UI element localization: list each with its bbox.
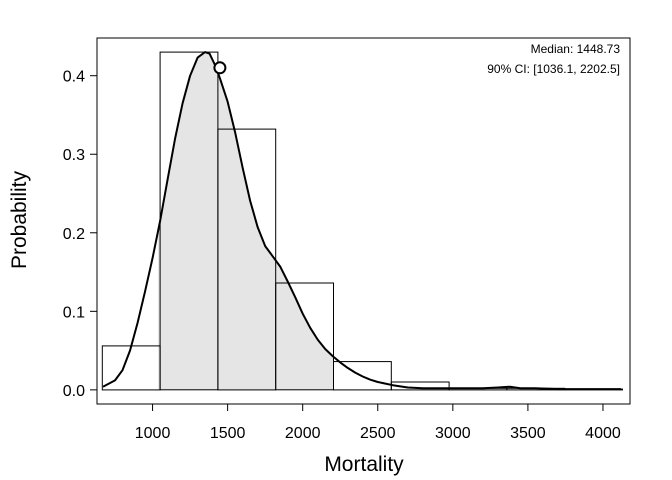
x-tick-label-3000: 3000 <box>435 425 471 442</box>
y-axis: 0.0 0.1 0.2 0.3 0.4 <box>63 69 97 400</box>
median-annotation: Median: 1448.73 <box>531 42 621 56</box>
y-tick-label-4: 0.4 <box>63 69 85 86</box>
x-tick-label-1000: 1000 <box>135 425 171 442</box>
x-axis-title: Mortality <box>324 453 404 476</box>
histogram-bar-4 <box>275 282 335 391</box>
plot-frame <box>96 37 631 405</box>
histogram-bar-5 <box>333 361 392 391</box>
y-tick-label-1: 0.1 <box>63 304 85 321</box>
ci-shaded-area <box>158 52 334 390</box>
density-curve-layer <box>102 51 621 391</box>
y-tick-label-3: 0.3 <box>63 147 85 164</box>
median-marker-layer <box>213 61 227 75</box>
median-point <box>213 61 227 75</box>
x-tick-label-4000: 4000 <box>585 425 621 442</box>
y-axis-title: Probability <box>8 170 31 269</box>
x-tick-label-1500: 1500 <box>210 425 246 442</box>
ci-shade-layer <box>158 52 334 390</box>
x-tick-label-3500: 3500 <box>510 425 546 442</box>
x-axis: 1000 1500 2000 2500 3000 3500 4000 <box>135 404 621 442</box>
x-tick-label-2500: 2500 <box>360 425 396 442</box>
y-tick-label-0: 0.0 <box>63 383 85 400</box>
density-curve <box>102 51 621 391</box>
y-tick-label-2: 0.2 <box>63 226 85 243</box>
ci-annotation: 90% CI: [1036.1, 2202.5] <box>487 62 620 76</box>
histogram-bar-6 <box>390 381 450 391</box>
x-tick-label-2000: 2000 <box>285 425 321 442</box>
